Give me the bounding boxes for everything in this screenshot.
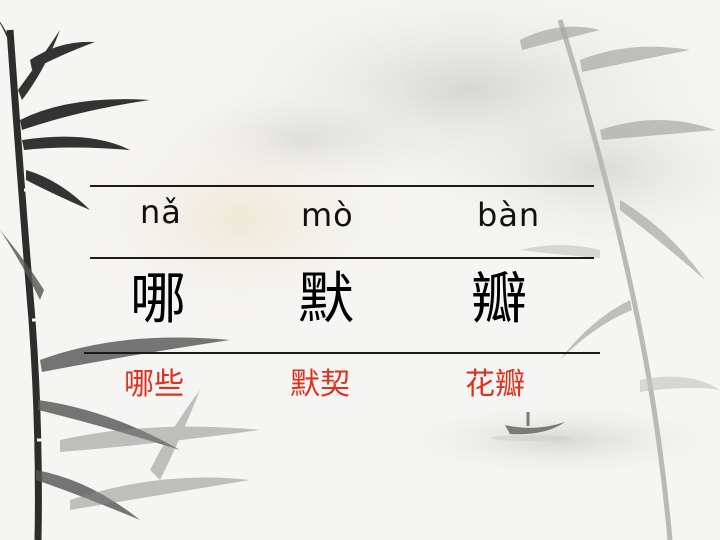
top-rule	[90, 185, 594, 187]
pinyin-ban: bàn	[477, 196, 541, 234]
bottom-rule	[84, 352, 600, 354]
word-moqi: 默契	[290, 367, 350, 402]
character-ban: 瓣	[471, 267, 527, 332]
character-na: 哪	[130, 267, 186, 332]
middle-rule	[90, 257, 594, 259]
pinyin-mo: mò	[301, 196, 354, 234]
character-mo: 默	[298, 267, 354, 332]
word-huaban: 花瓣	[465, 367, 525, 402]
pinyin-na: nǎ	[140, 193, 182, 231]
word-naxie: 哪些	[124, 367, 184, 402]
